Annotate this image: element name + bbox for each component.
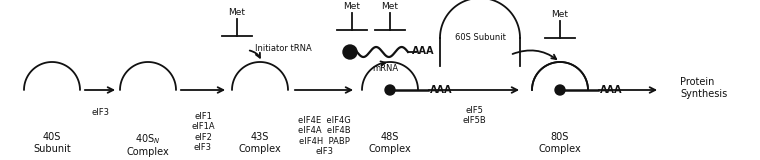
- Text: eIF3: eIF3: [91, 108, 109, 117]
- Text: 60S Subunit: 60S Subunit: [454, 33, 505, 43]
- Text: 43S
Complex: 43S Complex: [239, 132, 281, 154]
- Text: 48S
Complex: 48S Complex: [369, 132, 411, 154]
- Text: AAA: AAA: [412, 46, 435, 56]
- Text: 40S$_N$
Complex: 40S$_N$ Complex: [127, 132, 169, 157]
- Text: AAA: AAA: [430, 85, 452, 95]
- Text: Met: Met: [229, 8, 245, 17]
- Text: eIF4E  eIF4G
eIF4A  eIF4B
eIF4H  PABP
eIF3: eIF4E eIF4G eIF4A eIF4B eIF4H PABP eIF3: [298, 116, 350, 156]
- Text: eIF5
eIF5B: eIF5 eIF5B: [462, 106, 486, 125]
- Circle shape: [555, 85, 565, 95]
- Text: Met: Met: [382, 2, 398, 11]
- Text: Met: Met: [552, 10, 568, 19]
- Text: AAA: AAA: [600, 85, 622, 95]
- Text: 80S
Complex: 80S Complex: [539, 132, 581, 154]
- Text: Protein
Synthesis: Protein Synthesis: [680, 77, 727, 99]
- Text: Met: Met: [344, 2, 360, 11]
- Circle shape: [385, 85, 395, 95]
- Circle shape: [343, 45, 357, 59]
- Text: eIF1
eIF1A
eIF2
eIF3: eIF1 eIF1A eIF2 eIF3: [192, 112, 215, 152]
- Text: Initiator tRNA: Initiator tRNA: [255, 44, 312, 53]
- Text: mRNA: mRNA: [372, 64, 398, 73]
- Text: 40S
Subunit: 40S Subunit: [33, 132, 71, 154]
